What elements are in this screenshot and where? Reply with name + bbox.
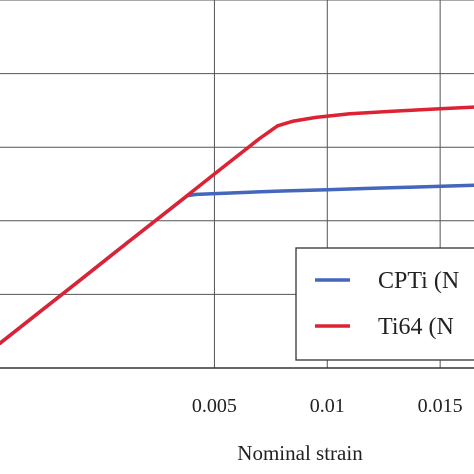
legend-label: Ti64 (N [378,314,454,340]
x-tick-labels: 0.005 0.01 0.015 [192,395,463,417]
legend-items: CPTi (N Ti64 (N [315,268,459,340]
grid [0,0,474,368]
x-tick-label: 0.01 [310,395,345,417]
legend-box [295,247,474,361]
series-line [0,105,474,345]
legend-label: CPTi (N [378,268,459,294]
x-tick-label: 0.015 [418,395,463,417]
x-tick-label: 0.005 [192,395,237,417]
series-lines [0,105,474,345]
x-axis-label: Nominal strain [237,441,363,465]
legend: CPTi (N Ti64 (N [295,247,474,361]
